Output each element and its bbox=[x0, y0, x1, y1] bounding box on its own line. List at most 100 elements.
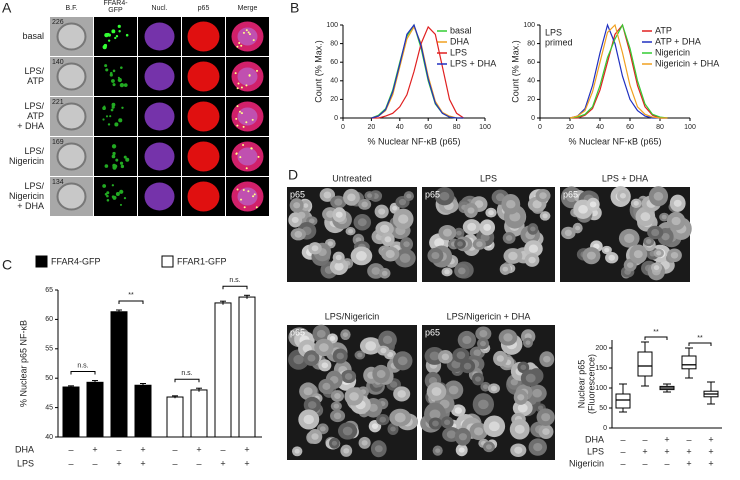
cell-nucleus bbox=[327, 241, 334, 247]
gfp-dot bbox=[104, 164, 109, 168]
cell-nucleus bbox=[397, 356, 408, 366]
cell-nucleus bbox=[342, 426, 353, 436]
cell-nucleus bbox=[532, 200, 542, 209]
row-sign: – bbox=[686, 434, 691, 444]
row-label: basal bbox=[22, 31, 44, 41]
cell-nucleus bbox=[488, 421, 500, 432]
cell-nucleus bbox=[378, 208, 386, 215]
cell-nucleus bbox=[446, 430, 456, 439]
cell-nucleus bbox=[319, 343, 329, 352]
cell-nucleus bbox=[485, 444, 492, 450]
gfp-dot bbox=[112, 195, 117, 200]
x-tick-label: 60 bbox=[626, 124, 634, 131]
y-tick-label: 20 bbox=[330, 96, 338, 103]
cell-nucleus bbox=[441, 353, 450, 361]
bar bbox=[86, 381, 104, 438]
cell-nucleus bbox=[651, 228, 660, 237]
cell-nucleus bbox=[442, 228, 452, 237]
cell-nucleus bbox=[357, 352, 363, 358]
gfp-dot bbox=[255, 206, 258, 209]
gfp-dot bbox=[111, 154, 116, 159]
row-label: LPS bbox=[17, 458, 34, 468]
row-label: + DHA bbox=[17, 121, 44, 131]
row-label: LPS/ bbox=[24, 146, 44, 156]
row-label: Nigericin bbox=[9, 156, 44, 166]
series-line bbox=[371, 23, 464, 119]
gfp-dot bbox=[112, 151, 116, 156]
cell-nucleus bbox=[514, 446, 523, 454]
y-tick-label: 150 bbox=[595, 365, 607, 372]
gfp-dot bbox=[123, 197, 127, 200]
gfp-dot bbox=[257, 155, 260, 158]
cell-nucleus bbox=[488, 210, 494, 216]
panel-label: A bbox=[2, 0, 12, 16]
gfp-dot bbox=[236, 45, 239, 48]
row-sign: + bbox=[664, 434, 669, 444]
y-tick-label: 60 bbox=[330, 59, 338, 66]
nucleus bbox=[144, 142, 175, 171]
legend-label: LPS bbox=[450, 47, 467, 57]
image-tile bbox=[94, 97, 137, 136]
row-sign: + bbox=[708, 434, 713, 444]
significance: ** bbox=[128, 292, 134, 299]
image-title: LPS/Nigericin + DHA bbox=[447, 311, 531, 321]
cell-nucleus bbox=[462, 335, 472, 345]
gfp-dot bbox=[112, 83, 116, 87]
cell-nucleus bbox=[294, 230, 303, 238]
cell-nucleus bbox=[532, 388, 542, 398]
gfp-dot bbox=[125, 33, 129, 37]
gfp-dot bbox=[236, 105, 239, 108]
p65 bbox=[187, 101, 220, 132]
cell-nucleus bbox=[349, 392, 359, 401]
gfp-dot bbox=[109, 73, 113, 77]
row-sign: – bbox=[220, 444, 225, 454]
image-tile bbox=[94, 17, 137, 56]
cell-nucleus bbox=[578, 204, 588, 214]
cell-nucleus bbox=[439, 191, 450, 201]
gfp-dot bbox=[112, 163, 117, 168]
gfp-dot bbox=[234, 72, 237, 75]
cell-nucleus bbox=[502, 266, 509, 272]
bracket bbox=[118, 300, 144, 304]
cell-nucleus bbox=[496, 355, 504, 362]
stain-label: p65 bbox=[563, 189, 578, 199]
cell-nucleus bbox=[398, 198, 407, 206]
cell-nucleus bbox=[434, 238, 445, 248]
cell-nucleus bbox=[604, 247, 610, 253]
cell-nucleus bbox=[463, 362, 472, 370]
bracket bbox=[222, 285, 248, 290]
gfp-dot bbox=[240, 44, 243, 47]
cell-nucleus bbox=[456, 351, 466, 360]
p65 bbox=[187, 61, 220, 92]
x-tick-label: 40 bbox=[396, 124, 404, 131]
series-line bbox=[569, 23, 668, 119]
bar bbox=[238, 296, 256, 438]
gfp-dot bbox=[245, 121, 248, 124]
gfp-dot bbox=[235, 152, 238, 155]
significance: n.s. bbox=[229, 277, 240, 284]
cell-nucleus bbox=[589, 201, 597, 208]
cell-nucleus bbox=[390, 381, 398, 388]
gfp-dot bbox=[240, 86, 243, 89]
cell-nucleus bbox=[458, 433, 467, 441]
gfp-dot bbox=[111, 184, 115, 187]
y-tick-label: 50 bbox=[599, 405, 607, 412]
cell-nucleus bbox=[653, 191, 664, 201]
cell-nucleus bbox=[380, 347, 387, 354]
gfp-dot bbox=[248, 33, 251, 36]
box bbox=[615, 393, 631, 409]
legend-label: Nigericin + DHA bbox=[655, 58, 719, 68]
cell-nucleus bbox=[331, 440, 338, 446]
cell-nucleus bbox=[543, 355, 551, 363]
gfp-dot bbox=[236, 188, 239, 191]
cell-nucleus bbox=[294, 448, 300, 454]
cell-nucleus bbox=[503, 333, 513, 342]
image-title: LPS + DHA bbox=[602, 173, 648, 183]
cell-nucleus bbox=[457, 241, 463, 247]
gfp-dot bbox=[115, 191, 120, 196]
legend-label: ATP bbox=[655, 25, 672, 35]
cell-nucleus bbox=[528, 244, 539, 253]
cell-nucleus bbox=[356, 251, 367, 261]
cell-nucleus bbox=[633, 250, 643, 259]
cell-nucleus bbox=[458, 447, 465, 453]
